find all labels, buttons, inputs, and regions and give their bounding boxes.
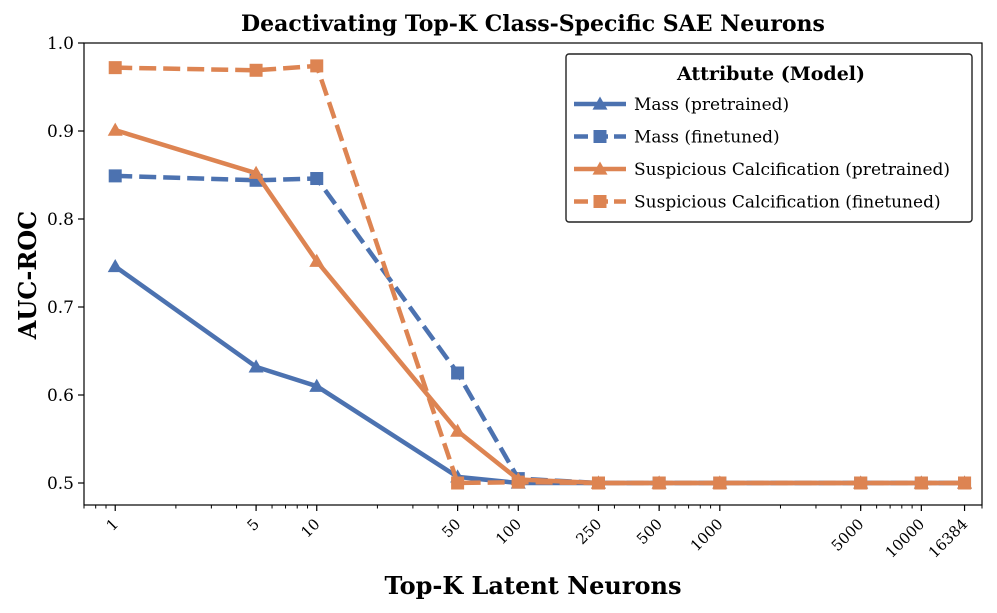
x-tick-label: 100: [492, 515, 525, 548]
x-axis-label: Top-K Latent Neurons: [384, 571, 681, 600]
y-tick-label: 0.5: [47, 474, 74, 494]
legend-label: Suspicious Calcification (pretrained): [634, 160, 950, 180]
data-point: [652, 476, 666, 490]
x-tick-label: 10: [297, 515, 323, 541]
data-point: [309, 378, 325, 392]
data-point: [511, 475, 525, 489]
chart-title: Deactivating Top-K Class-Specific SAE Ne…: [241, 11, 825, 37]
legend-label: Mass (pretrained): [634, 95, 789, 115]
data-point: [450, 423, 466, 437]
x-minor-ticks: [83, 505, 983, 509]
x-tick-label: 16384: [925, 515, 971, 561]
data-point: [310, 172, 324, 186]
plot-area: [83, 42, 983, 506]
legend-title: Attribute (Model): [676, 63, 865, 85]
legend-item: Suspicious Calcification (pretrained): [574, 160, 950, 180]
legend-marker: [592, 161, 608, 175]
data-point: [310, 59, 324, 73]
x-tick-label: 1000: [687, 515, 727, 555]
data-point: [591, 476, 605, 490]
data-point: [451, 476, 465, 490]
series-3: [108, 59, 972, 490]
legend-label: Suspicious Calcification (finetuned): [634, 193, 941, 213]
x-tick-label: 10000: [882, 515, 928, 561]
legend-item: Suspicious Calcification (finetuned): [574, 193, 941, 213]
data-point: [854, 476, 868, 490]
data-point: [713, 476, 727, 490]
data-point: [958, 476, 972, 490]
data-point: [108, 61, 122, 75]
data-point: [914, 476, 928, 490]
legend-marker: [592, 96, 608, 110]
y-axis-label: AUC-ROC: [13, 211, 42, 341]
data-point: [107, 259, 123, 273]
x-tick-label: 5000: [828, 515, 868, 555]
x-tick-label: 250: [572, 515, 605, 548]
data-point: [108, 169, 122, 183]
data-point: [248, 359, 264, 373]
x-tick-label: 50: [438, 515, 464, 541]
legend-item: Mass (pretrained): [574, 95, 789, 115]
legend-marker: [593, 195, 607, 208]
data-point: [451, 366, 465, 380]
series-layer: [107, 59, 973, 490]
legend-box: [565, 53, 973, 223]
data-point: [309, 253, 325, 267]
series-line: [113, 264, 965, 486]
legend-label: Mass (finetuned): [634, 128, 780, 148]
data-point: [107, 122, 123, 136]
series-0: [107, 259, 973, 489]
y-tick-label: 1.0: [47, 34, 74, 54]
x-tick-label: 500: [633, 515, 666, 548]
data-point: [248, 165, 264, 179]
legend: Attribute (Model) Mass (pretrained)Mass …: [565, 53, 973, 223]
x-tick-label: 1: [103, 515, 122, 534]
y-tick-label: 0.7: [47, 298, 74, 318]
y-tick-label: 0.6: [47, 386, 74, 406]
y-tick-label: 0.8: [47, 210, 74, 230]
data-point: [249, 63, 263, 77]
y-axis: 0.5 0.6 0.7 0.8 0.9 1.0: [47, 34, 84, 494]
x-tick-label: 5: [243, 515, 262, 534]
legend-items: Mass (pretrained) Mass (finetuned) Suspici…: [574, 95, 950, 213]
legend-marker: [593, 130, 607, 143]
legend-item: Mass (finetuned): [574, 128, 780, 148]
y-tick-label: 0.9: [47, 122, 74, 142]
